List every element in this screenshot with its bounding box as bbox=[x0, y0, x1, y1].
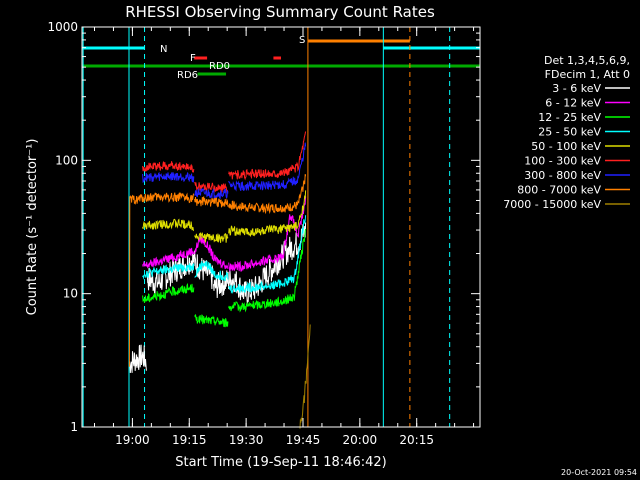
legend-label: 800 - 7000 keV bbox=[517, 184, 601, 197]
x-tick-label: 19:00 bbox=[115, 433, 150, 447]
annotation-n: N bbox=[160, 44, 167, 55]
series-group bbox=[128, 131, 311, 429]
y-ticks: 1 10 100 1000 bbox=[47, 20, 480, 434]
x-axis-label: Start Time (19-Sep-11 18:46:42) bbox=[175, 455, 386, 470]
series-line bbox=[142, 247, 195, 269]
chart-title: RHESSI Observing Summary Count Rates bbox=[125, 3, 435, 21]
series-line bbox=[228, 190, 307, 237]
series-line bbox=[194, 181, 229, 194]
legend-header-2: FDecim 1, Att 0 bbox=[545, 68, 630, 81]
y-tick-label: 100 bbox=[55, 153, 78, 167]
legend-label: 3 - 6 keV bbox=[552, 82, 601, 95]
annotation-s: S bbox=[299, 35, 305, 46]
annotation-rd0: RD0 bbox=[209, 61, 230, 72]
plot-frame bbox=[81, 26, 481, 428]
legend-label: 25 - 50 keV bbox=[538, 126, 601, 139]
series-line bbox=[142, 218, 195, 232]
series-line bbox=[194, 187, 229, 200]
legend-header-1: Det 1,3,4,5,6,9, bbox=[544, 54, 630, 67]
series-line bbox=[194, 314, 229, 328]
x-tick-label: 20:15 bbox=[399, 433, 434, 447]
series-line bbox=[228, 215, 307, 294]
y-tick-label: 1000 bbox=[47, 20, 78, 34]
series-line bbox=[228, 196, 307, 272]
x-tick-label: 19:15 bbox=[172, 433, 207, 447]
legend-label: 300 - 800 keV bbox=[524, 169, 601, 182]
series-line bbox=[128, 344, 147, 374]
series-line bbox=[142, 282, 195, 303]
y-axis-label: Count Rate (s⁻¹ detector⁻¹) bbox=[25, 139, 40, 316]
series-line bbox=[299, 324, 311, 429]
series-line bbox=[128, 191, 195, 367]
series-line bbox=[142, 262, 195, 280]
series-line bbox=[228, 142, 307, 192]
series-line bbox=[228, 228, 307, 313]
y-tick-label: 1 bbox=[70, 420, 78, 434]
legend-label: 7000 - 15000 keV bbox=[503, 198, 601, 211]
x-tick-label: 19:45 bbox=[286, 433, 321, 447]
y-tick-label: 10 bbox=[63, 287, 78, 301]
series-line bbox=[194, 260, 229, 282]
series-line bbox=[142, 161, 195, 173]
series-line bbox=[194, 234, 229, 269]
annotation-rd6: RD6 bbox=[177, 70, 198, 81]
legend-label: 12 - 25 keV bbox=[538, 111, 601, 124]
x-ticks: 19:00 19:15 19:30 19:45 20:00 20:15 bbox=[94, 27, 475, 447]
legend-label: 100 - 300 keV bbox=[524, 155, 601, 168]
x-tick-label: 20:00 bbox=[343, 433, 378, 447]
series-line bbox=[228, 174, 307, 215]
x-tick-label: 19:30 bbox=[229, 433, 264, 447]
series-line bbox=[142, 171, 195, 183]
legend-label: 6 - 12 keV bbox=[545, 97, 601, 110]
series-line bbox=[146, 250, 214, 295]
series-line bbox=[194, 232, 229, 243]
render-timestamp: 20-Oct-2021 09:54 bbox=[561, 468, 637, 477]
series-line bbox=[228, 131, 307, 181]
flag-bars bbox=[82, 39, 480, 76]
legend-label: 50 - 100 keV bbox=[531, 140, 601, 153]
annotation-f: F bbox=[190, 53, 196, 64]
series-line bbox=[194, 196, 229, 208]
